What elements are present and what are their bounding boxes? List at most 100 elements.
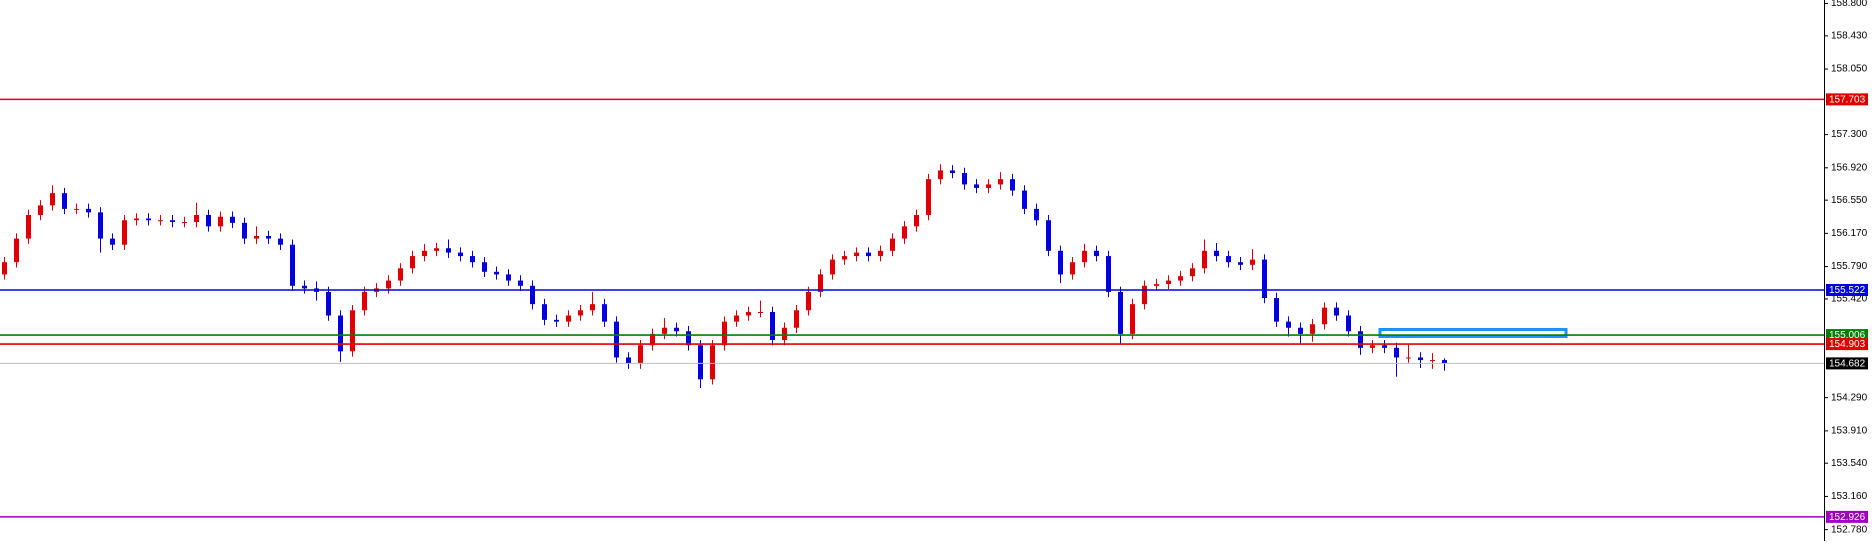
candle-body xyxy=(398,268,403,281)
candle-body xyxy=(890,238,895,251)
candle-body xyxy=(1310,324,1315,334)
candle-body xyxy=(854,252,859,257)
candle-body xyxy=(818,274,823,292)
candle-body xyxy=(194,215,199,222)
candle-body xyxy=(2,262,7,275)
candle-body xyxy=(446,248,451,253)
candle-body xyxy=(1442,360,1447,364)
candle-body xyxy=(914,215,919,227)
candle-body xyxy=(146,218,151,221)
candle-body xyxy=(230,216,235,223)
candle-body xyxy=(770,312,775,340)
candle-body xyxy=(626,357,631,364)
candle-body xyxy=(830,259,835,275)
candle-body xyxy=(362,291,367,311)
candle-body xyxy=(698,345,703,380)
candle-body xyxy=(734,315,739,322)
y-tick-label: 156.170 xyxy=(1831,228,1868,239)
candle-body xyxy=(494,271,499,275)
candle-body xyxy=(242,222,247,239)
candle-body xyxy=(1010,179,1015,191)
candle-body xyxy=(218,216,223,227)
candle-body xyxy=(926,179,931,216)
candle-body xyxy=(614,321,619,358)
candle-body xyxy=(50,193,55,206)
candle-body xyxy=(134,218,139,221)
candle-body xyxy=(902,226,907,239)
candle-body xyxy=(518,280,523,286)
candle-body xyxy=(410,256,415,269)
candle-body xyxy=(722,321,727,346)
candle-body xyxy=(842,256,847,260)
candle-body xyxy=(302,285,307,289)
y-tick-label: 157.300 xyxy=(1831,129,1868,140)
candle-body xyxy=(566,315,571,322)
candle-body xyxy=(1106,256,1111,292)
candle-body xyxy=(974,184,979,188)
candle-body xyxy=(1358,331,1363,348)
y-tick-label: 153.910 xyxy=(1831,426,1868,437)
level-label-box xyxy=(1826,329,1868,342)
candle-body xyxy=(122,220,127,245)
zone-box xyxy=(1378,327,1568,338)
candle-body xyxy=(794,310,799,328)
candle-body xyxy=(962,173,967,185)
candle-body xyxy=(746,312,751,316)
candle-body xyxy=(530,285,535,305)
candle-body xyxy=(998,179,1003,185)
candle-body xyxy=(1118,291,1123,334)
candle-body xyxy=(506,274,511,281)
candle-body xyxy=(638,345,643,364)
candle-body xyxy=(878,250,883,257)
candle-body xyxy=(782,327,787,340)
candle-body xyxy=(206,215,211,227)
candle-body xyxy=(554,319,559,322)
candle-body xyxy=(86,208,91,213)
candle-body xyxy=(866,252,871,257)
y-tick-label: 155.420 xyxy=(1831,294,1868,305)
candle-body xyxy=(14,238,19,263)
level-label-box xyxy=(1826,283,1868,296)
candle-body xyxy=(110,238,115,245)
level-label: 155.522 xyxy=(1829,285,1866,296)
candle-body xyxy=(26,215,31,239)
candle-body xyxy=(1394,347,1399,358)
level-label: 157.703 xyxy=(1829,95,1866,106)
candle-body xyxy=(542,304,547,320)
candle-body xyxy=(950,170,955,174)
candle-body xyxy=(350,310,355,352)
candle-body xyxy=(602,304,607,322)
candle-body xyxy=(254,235,259,239)
level-label-box xyxy=(1826,357,1868,370)
candle-body xyxy=(1034,208,1039,221)
candle-body xyxy=(1298,327,1303,334)
level-label-box xyxy=(1826,510,1868,523)
candle-body xyxy=(1178,276,1183,281)
candle-body xyxy=(38,205,43,216)
candle-body xyxy=(326,291,331,316)
candle-body xyxy=(338,315,343,352)
y-tick-label: 155.790 xyxy=(1831,261,1868,272)
candle-body xyxy=(686,331,691,346)
candle-body xyxy=(806,291,811,311)
y-tick-label: 156.550 xyxy=(1831,195,1868,206)
candle-body xyxy=(674,327,679,332)
candle-body xyxy=(938,170,943,180)
candle-body xyxy=(1046,220,1051,251)
candle-body xyxy=(1418,357,1423,361)
candle-body xyxy=(1094,250,1099,257)
candle-body xyxy=(422,250,427,257)
candle-body xyxy=(1082,250,1087,263)
candle-body xyxy=(1274,298,1279,322)
candle-body xyxy=(1286,321,1291,328)
candle-body xyxy=(1226,256,1231,263)
candle-body xyxy=(662,327,667,334)
candle-body xyxy=(1214,250,1219,257)
y-tick-label: 153.540 xyxy=(1831,458,1868,469)
candle-body xyxy=(1070,262,1075,275)
candle-body xyxy=(170,220,175,222)
candle-body xyxy=(1190,268,1195,277)
